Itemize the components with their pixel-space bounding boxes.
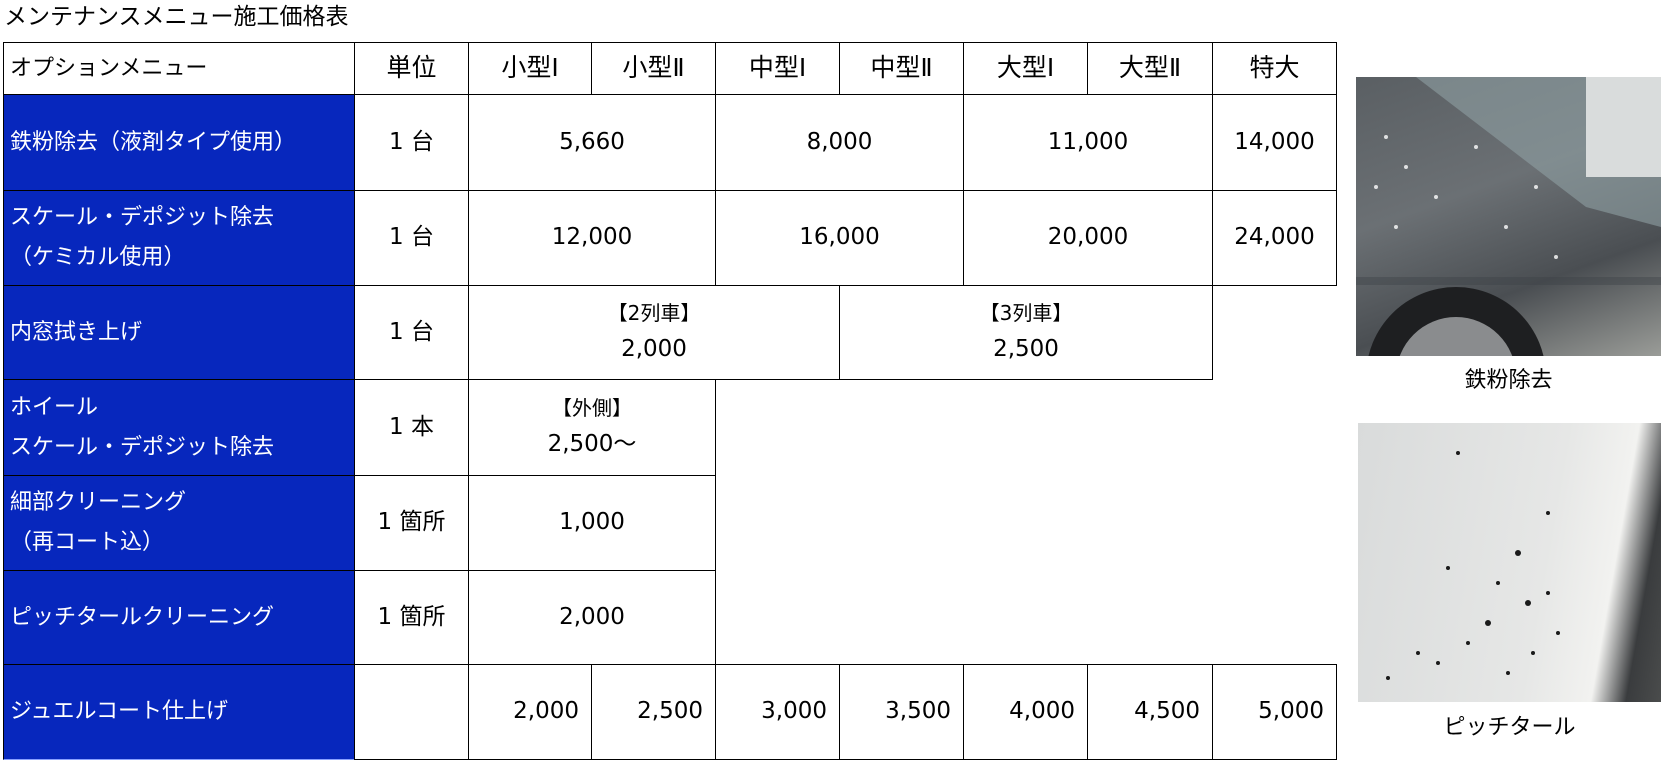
price-extra-large: 14,000 bbox=[1212, 94, 1337, 191]
menu-label: 鉄粉除去（液剤タイプ使用） bbox=[10, 129, 297, 155]
header-medium-1: 中型Ⅰ bbox=[715, 42, 840, 95]
price-large-2: 4,500 bbox=[1087, 664, 1213, 760]
price-value: 2,000 bbox=[621, 335, 687, 362]
menu-inner-window: 内窓拭き上げ bbox=[3, 285, 355, 380]
price-medium: 16,000 bbox=[715, 190, 964, 286]
unit-cell: 1 台 bbox=[354, 190, 469, 286]
menu-pitch-tar: ピッチタールクリーニング bbox=[3, 570, 355, 665]
menu-label: ピッチタールクリーニング bbox=[10, 604, 275, 630]
price-value: 2,500 bbox=[993, 335, 1059, 362]
menu-detail-cleaning: 細部クリーニング （再コート込） bbox=[3, 475, 355, 571]
unit-cell: 1 本 bbox=[354, 379, 469, 476]
price-label: 【外側】 bbox=[552, 395, 632, 420]
price-medium-2: 3,500 bbox=[839, 664, 964, 760]
header-small-2: 小型Ⅱ bbox=[591, 42, 716, 95]
car-iron-powder-illustration bbox=[1356, 77, 1661, 356]
price-table: オプションメニュー 単位 小型Ⅰ 小型Ⅱ 中型Ⅰ 中型Ⅱ 大型Ⅰ 大型Ⅱ 特大 … bbox=[3, 42, 1337, 760]
menu-sublabel: （再コート込） bbox=[10, 530, 165, 555]
car-pitch-tar-photo bbox=[1358, 423, 1661, 702]
header-unit: 単位 bbox=[354, 42, 469, 95]
price-medium-1: 3,000 bbox=[715, 664, 840, 760]
menu-jewel-coat: ジュエルコート仕上げ bbox=[3, 664, 355, 760]
pitch-tar-illustration bbox=[1386, 451, 1560, 680]
unit-cell bbox=[354, 664, 469, 760]
menu-label: ジュエルコート仕上げ bbox=[10, 699, 229, 725]
price-small-2: 2,500 bbox=[591, 664, 716, 760]
menu-sublabel: スケール・デポジット除去 bbox=[10, 434, 275, 460]
price-value: 2,500～ bbox=[547, 430, 637, 457]
menu-label: スケール・デポジット除去 bbox=[10, 205, 275, 231]
menu-sublabel: （ケミカル使用） bbox=[10, 245, 186, 270]
price-small-1: 2,000 bbox=[468, 664, 592, 760]
header-medium-2: 中型Ⅱ bbox=[839, 42, 964, 95]
unit-cell: 1 台 bbox=[354, 285, 469, 380]
price-outer: 【外側】 2,500～ bbox=[468, 379, 716, 476]
price-small: 12,000 bbox=[468, 190, 716, 286]
photo-caption-iron-powder: 鉄粉除去 bbox=[1464, 368, 1553, 393]
price-2-row-car: 【2列車】 2,000 bbox=[468, 285, 840, 380]
price-extra-large: 5,000 bbox=[1212, 664, 1337, 760]
price-all: 1,000 bbox=[468, 475, 716, 571]
menu-iron-powder: 鉄粉除去（液剤タイプ使用） bbox=[3, 94, 355, 191]
menu-scale-deposit: スケール・デポジット除去 （ケミカル使用） bbox=[3, 190, 355, 286]
header-extra-large: 特大 bbox=[1212, 42, 1337, 95]
header-small-1: 小型Ⅰ bbox=[468, 42, 592, 95]
price-large-1: 4,000 bbox=[963, 664, 1088, 760]
price-3-row-car: 【3列車】 2,500 bbox=[839, 285, 1213, 380]
unit-cell: 1 箇所 bbox=[354, 570, 469, 665]
price-medium: 8,000 bbox=[715, 94, 964, 191]
menu-label: 細部クリーニング bbox=[10, 490, 187, 516]
header-menu: オプションメニュー bbox=[3, 42, 355, 95]
price-extra-large: 24,000 bbox=[1212, 190, 1337, 286]
price-large: 11,000 bbox=[963, 94, 1213, 191]
menu-label: ホイール bbox=[10, 394, 99, 420]
page-title: メンテナンスメニュー施工価格表 bbox=[4, 4, 349, 30]
header-large-1: 大型Ⅰ bbox=[963, 42, 1088, 95]
price-all: 2,000 bbox=[468, 570, 716, 665]
menu-label: 内窓拭き上げ bbox=[10, 319, 143, 345]
menu-wheel-scale: ホイールスケール・デポジット除去 bbox=[3, 379, 355, 476]
price-label: 【2列車】 bbox=[607, 300, 701, 325]
unit-cell: 1 箇所 bbox=[354, 475, 469, 571]
price-label: 【3列車】 bbox=[979, 300, 1073, 325]
price-small: 5,660 bbox=[468, 94, 716, 191]
car-iron-powder-photo bbox=[1356, 77, 1661, 356]
price-large: 20,000 bbox=[963, 190, 1213, 286]
unit-cell: 1 台 bbox=[354, 94, 469, 191]
header-large-2: 大型Ⅱ bbox=[1087, 42, 1213, 95]
photo-caption-pitch-tar: ピッチタール bbox=[1443, 715, 1576, 740]
